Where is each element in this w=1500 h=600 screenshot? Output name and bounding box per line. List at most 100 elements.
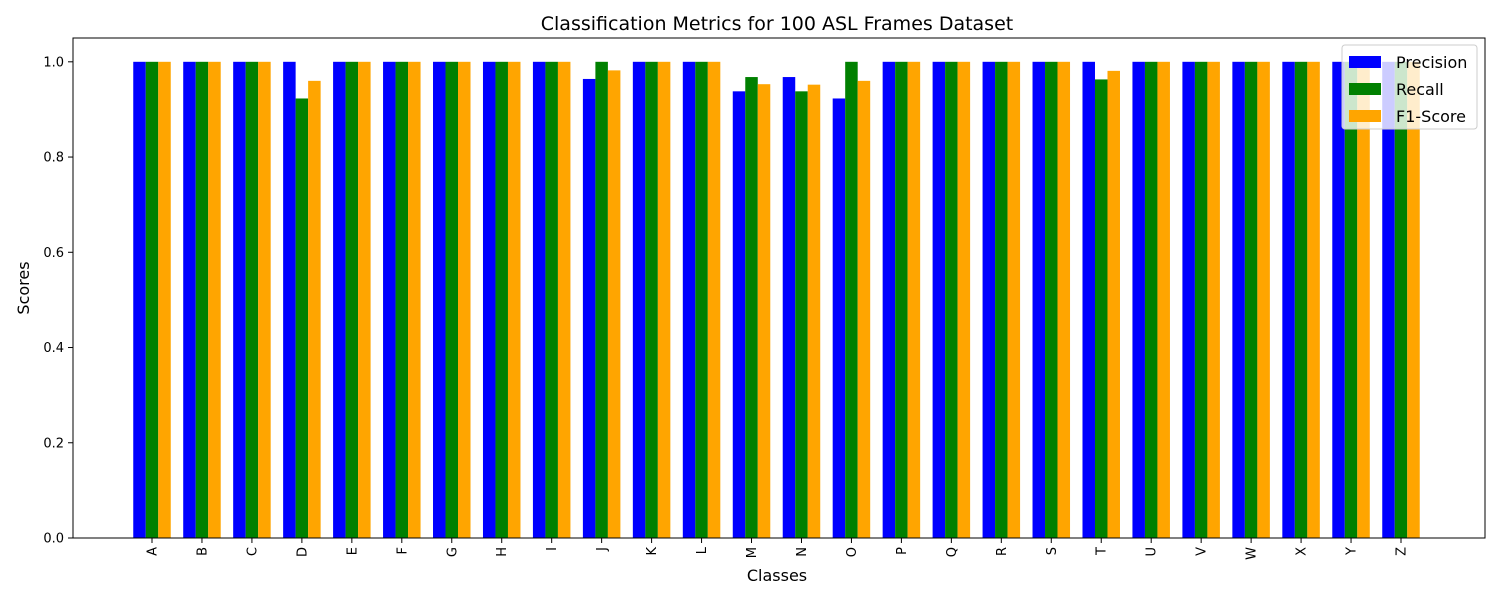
x-tick-label: H [495,547,510,557]
bar-precision-v [1182,61,1195,539]
bar-recall-s [1045,61,1058,539]
bar-recall-t [1094,79,1108,539]
bar-f1-score-m [757,84,771,538]
y-tick-label: 1.0 [43,55,64,70]
bar-precision-i [532,61,546,539]
bar-precision-u [1132,61,1145,539]
x-tick-label: P [895,547,910,555]
legend-label: F1-Score [1396,107,1466,126]
y-axis-title: Scores [14,261,33,314]
bar-f1-score-y [1357,61,1370,539]
bar-recall-n [795,91,808,538]
bar-f1-score-c [258,61,271,539]
legend-label: Precision [1396,53,1467,72]
bar-f1-score-a [158,61,171,539]
x-axis-title: Classes [747,566,807,585]
bar-precision-o [832,98,846,538]
x-tick-label: W [1245,547,1260,560]
bar-f1-score-b [208,61,221,539]
bar-precision-p [882,61,896,539]
bar-recall-x [1294,61,1308,539]
bar-precision-x [1282,61,1295,539]
bar-f1-score-z [1407,61,1420,539]
x-tick-label: R [995,547,1010,556]
x-tick-label: J [595,547,610,552]
bar-recall-o [845,61,858,539]
x-tick-label: I [545,547,560,551]
bar-recall-i [545,61,558,539]
bar-precision-c [233,61,246,539]
bar-precision-e [333,61,346,539]
bar-recall-l [695,61,708,539]
x-tick-label: G [445,547,460,557]
bar-recall-d [295,98,309,538]
bar-recall-k [645,61,658,539]
x-tick-label: S [1045,547,1060,555]
bar-recall-r [995,61,1008,539]
bar-recall-p [895,61,908,539]
legend-swatch [1349,110,1381,122]
x-tick-label: U [1145,547,1160,557]
bar-precision-m [732,91,746,538]
bar-f1-score-t [1107,70,1120,539]
bar-recall-v [1194,61,1208,539]
x-tick-label: X [1295,547,1310,556]
bar-f1-score-q [957,61,971,539]
bar-precision-j [582,78,596,538]
bar-recall-q [945,61,958,539]
x-tick-label: N [795,547,810,557]
plot-frame [72,37,1486,539]
bar-recall-g [445,61,459,539]
bars-group [133,61,1420,539]
bar-precision-y [1332,61,1345,539]
bar-f1-score-e [358,61,371,539]
x-tick-label: T [1095,547,1110,556]
legend: Precision Recall F1-Score [1341,44,1478,130]
bar-recall-j [595,61,608,539]
y-tick-label: 0.0 [43,532,64,547]
bar-precision-w [1232,61,1245,539]
x-tick-label: Q [945,547,960,557]
bar-precision-n [782,77,796,539]
y-tick-label: 0.8 [43,151,64,166]
bar-precision-q [932,61,946,539]
y-tick-label: 0.6 [43,246,64,261]
bar-f1-score-p [907,61,921,539]
bar-recall-u [1144,61,1158,539]
x-tick-label: C [245,547,260,556]
y-tick-label: 0.4 [43,341,64,356]
x-tick-label: B [195,547,210,556]
bar-f1-score-h [507,61,521,539]
y-tick-label: 0.2 [43,436,64,451]
bar-precision-g [433,61,446,539]
x-tick-label: V [1195,547,1210,556]
bar-f1-score-u [1157,61,1170,539]
x-tick-label: L [695,546,710,554]
x-tick-label: E [345,547,360,555]
bar-precision-k [632,61,646,539]
x-tick-label: Y [1345,547,1360,556]
bar-f1-score-l [707,61,721,539]
bar-f1-score-w [1257,61,1270,539]
bar-recall-f [395,61,409,539]
bar-recall-e [345,61,359,539]
bar-f1-score-g [458,61,471,539]
bar-precision-b [183,61,196,539]
bar-precision-h [482,61,496,539]
bar-f1-score-k [657,61,671,539]
bar-f1-score-i [557,61,571,539]
x-tick-label: D [295,547,310,557]
x-tick-label: M [745,547,760,558]
bar-f1-score-x [1307,61,1320,539]
bar-recall-z [1394,61,1408,539]
bar-recall-y [1344,61,1358,539]
legend-swatch [1349,56,1381,68]
bar-recall-w [1244,61,1258,539]
x-tick-label: A [146,547,161,556]
bar-precision-s [1032,61,1046,539]
bar-f1-score-v [1207,61,1220,539]
bar-precision-r [982,61,996,539]
legend-swatch [1349,83,1381,95]
x-tick-label: K [645,547,660,556]
